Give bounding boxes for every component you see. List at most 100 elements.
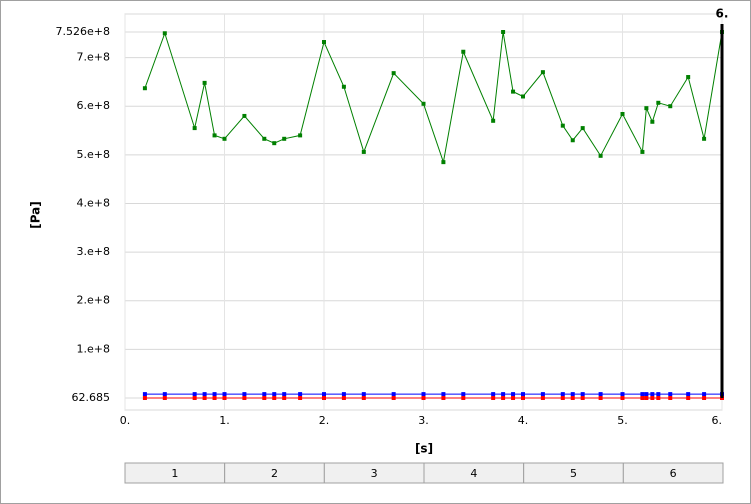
data-point [560, 392, 565, 397]
y-tick-label: 7.e+8 [77, 51, 110, 64]
data-point [142, 392, 147, 397]
data-point [644, 396, 649, 400]
data-point [361, 149, 366, 154]
data-point [341, 392, 346, 397]
data-point [650, 119, 655, 124]
data-point [142, 396, 147, 400]
data-point [570, 396, 575, 400]
data-point [668, 392, 673, 397]
data-point [511, 396, 516, 400]
time-marker-label: 6. [716, 7, 729, 21]
data-point [222, 392, 227, 397]
data-point [521, 396, 525, 400]
data-point [322, 40, 326, 45]
data-point [656, 396, 661, 400]
y-tick-label: 6.e+8 [77, 99, 110, 112]
data-point [501, 30, 506, 34]
data-point [262, 136, 267, 141]
data-point [656, 100, 661, 105]
data-point [421, 392, 426, 397]
data-point [702, 136, 707, 141]
data-point [491, 392, 496, 397]
data-point [620, 111, 625, 116]
data-point [298, 133, 303, 138]
x-tick-label: 0. [120, 414, 131, 427]
y-tick-label: 3.e+8 [77, 245, 110, 258]
data-point [650, 392, 655, 397]
y-tick-label: 2.e+8 [77, 294, 110, 307]
data-point [421, 101, 426, 106]
data-point [540, 392, 545, 397]
data-point [598, 396, 603, 400]
data-point [570, 392, 575, 397]
data-point [640, 392, 645, 397]
data-point [272, 396, 277, 400]
data-point [391, 396, 396, 400]
y-tick-label: 7.526e+8 [56, 25, 110, 38]
data-point [656, 392, 661, 397]
x-tick-label: 5. [617, 414, 628, 427]
data-point [142, 86, 147, 91]
tab-label[interactable]: 3 [371, 467, 378, 480]
data-point [521, 94, 525, 99]
data-point [212, 133, 217, 138]
x-tick-label: 1. [219, 414, 230, 427]
data-point [192, 392, 197, 397]
data-point [212, 396, 217, 400]
tab-label[interactable]: 5 [570, 467, 577, 480]
data-point [441, 396, 446, 400]
x-tick-label: 2. [319, 414, 330, 427]
x-tick-label: 4. [518, 414, 529, 427]
tab-label[interactable]: 1 [171, 467, 178, 480]
data-point [202, 392, 207, 397]
data-point [192, 396, 197, 400]
data-point [668, 104, 673, 109]
data-point [461, 392, 466, 397]
data-point [262, 392, 267, 397]
data-point [298, 392, 303, 397]
data-point [341, 84, 346, 89]
tab-label[interactable]: 4 [470, 467, 477, 480]
data-point [686, 396, 691, 400]
tab[interactable] [622, 462, 724, 484]
data-point [162, 31, 167, 36]
data-point [686, 75, 691, 80]
y-tick-label: 62.685 [72, 391, 111, 404]
data-point [620, 392, 625, 397]
data-point [560, 396, 565, 400]
data-point [282, 136, 287, 141]
data-point [598, 153, 603, 158]
data-point [521, 392, 525, 397]
data-point [391, 71, 396, 76]
tab-label[interactable]: 2 [271, 467, 278, 480]
data-point [702, 392, 707, 397]
data-point [192, 126, 197, 131]
data-point [222, 136, 227, 141]
data-point [222, 396, 227, 400]
x-tick-label: 3. [418, 414, 429, 427]
y-tick-label: 4.e+8 [77, 196, 110, 209]
data-point [620, 396, 625, 400]
data-point [242, 113, 247, 118]
tab-label[interactable]: 6 [670, 467, 677, 480]
data-point [282, 396, 287, 400]
data-point [262, 396, 267, 400]
data-point [461, 49, 466, 54]
y-axis-label: [Pa] [29, 201, 43, 229]
y-tick-label: 1.e+8 [77, 342, 110, 355]
data-point [491, 396, 496, 400]
data-point [298, 396, 303, 400]
data-point [491, 118, 496, 123]
data-point [202, 80, 207, 85]
data-point [441, 160, 446, 165]
data-point [421, 396, 426, 400]
data-point [501, 396, 506, 400]
data-point [212, 392, 217, 397]
data-point [162, 392, 167, 397]
x-tick-label: 6. [712, 414, 723, 427]
data-point [644, 392, 649, 397]
data-point [461, 396, 466, 400]
data-point [650, 396, 655, 400]
